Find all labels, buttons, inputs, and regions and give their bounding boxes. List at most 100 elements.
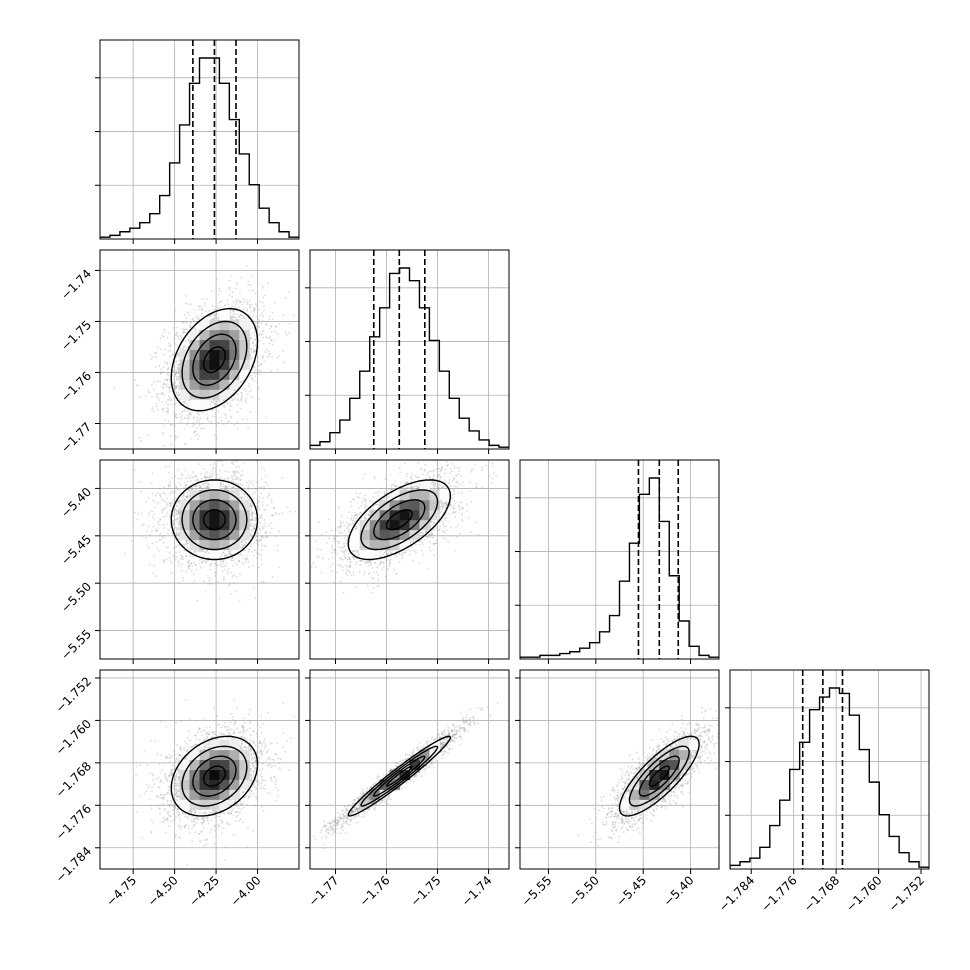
contour-line xyxy=(181,745,248,807)
contour-line xyxy=(170,479,259,561)
histogram-bar xyxy=(760,847,770,869)
contour-line xyxy=(347,479,452,561)
x-tick-label: −5.50 xyxy=(566,873,602,909)
histogram-bar xyxy=(780,800,790,869)
x-tick-label: −1.760 xyxy=(843,873,884,914)
histogram-bar xyxy=(740,862,750,869)
contour-line xyxy=(192,755,237,797)
y-tick-label: −1.77 xyxy=(58,420,94,456)
contour-line xyxy=(360,745,439,807)
x-tick-label: −4.50 xyxy=(145,873,181,909)
x-tick-label: −1.752 xyxy=(886,873,927,914)
histogram-bar xyxy=(849,715,859,869)
y-tick-label: −1.768 xyxy=(53,759,94,800)
histogram-outline xyxy=(310,267,509,449)
histogram-panel-3 xyxy=(730,670,929,869)
y-tick-label: −5.40 xyxy=(58,485,94,521)
histogram-bar xyxy=(150,214,160,239)
contour-line xyxy=(385,509,413,531)
histogram-bar xyxy=(590,643,600,659)
x-tick-label: −5.55 xyxy=(519,873,555,909)
contour-line xyxy=(373,499,426,541)
contour-line xyxy=(385,765,413,787)
x-tick-label: −1.784 xyxy=(716,873,757,914)
panel-frame xyxy=(309,669,510,870)
contour-line xyxy=(638,755,680,797)
histogram-bar xyxy=(580,648,590,659)
histogram-bar xyxy=(400,268,410,449)
histogram-bar xyxy=(410,281,420,449)
y-tick-label: −1.784 xyxy=(53,844,94,885)
histogram-bar xyxy=(340,420,350,449)
scatter-panel-3-0 xyxy=(100,670,299,869)
histogram-bar xyxy=(889,836,899,869)
contour-line xyxy=(181,320,248,399)
x-tick-label: −5.45 xyxy=(613,873,649,909)
histogram-bar xyxy=(130,228,140,239)
panel-frame xyxy=(99,669,300,870)
histogram-outline xyxy=(730,687,929,869)
panel-frame xyxy=(99,249,300,450)
contour-line xyxy=(192,499,237,541)
panel-frame xyxy=(519,669,720,870)
y-tick-label: −5.50 xyxy=(58,579,94,615)
histogram-bar xyxy=(620,581,630,659)
histogram-bar xyxy=(279,232,289,239)
histogram-bar xyxy=(200,58,210,239)
panel-frame xyxy=(99,39,300,240)
y-tick-label: −5.45 xyxy=(58,532,94,568)
histogram-bar xyxy=(899,853,909,869)
scatter-panel-2-0 xyxy=(100,460,299,659)
contour-line xyxy=(181,489,248,551)
contour-line xyxy=(373,755,426,797)
histogram-bar xyxy=(459,418,469,449)
y-tick-label: −1.760 xyxy=(53,717,94,758)
y-tick-label: −5.55 xyxy=(58,627,94,663)
histogram-bar xyxy=(570,652,580,659)
histogram-bar xyxy=(879,815,889,869)
histogram-bar xyxy=(380,308,390,449)
histogram-bar xyxy=(679,621,689,659)
histogram-bar xyxy=(479,440,489,449)
histogram-bar xyxy=(830,688,840,869)
density-cells xyxy=(179,309,250,410)
histogram-bar xyxy=(239,154,249,239)
x-tick-label: −1.74 xyxy=(459,873,495,909)
histogram-bar xyxy=(449,398,459,449)
contour-line xyxy=(170,735,259,817)
y-tick-label: −1.752 xyxy=(53,674,94,715)
histogram-bar xyxy=(120,232,130,239)
histogram-bar xyxy=(160,196,170,239)
histogram-bar xyxy=(839,693,849,869)
contour-line xyxy=(170,308,259,412)
panel-frame xyxy=(519,459,720,660)
y-tick-label: −1.76 xyxy=(58,369,94,405)
panel-frame xyxy=(309,459,510,660)
histogram-bar xyxy=(320,442,330,449)
histogram-bar xyxy=(219,83,229,239)
contour-line xyxy=(618,735,700,817)
x-tick-label: −4.75 xyxy=(103,873,139,909)
histogram-bar xyxy=(649,478,659,659)
contour-line xyxy=(360,489,439,551)
histogram-bar xyxy=(390,273,400,449)
histogram-bar xyxy=(269,223,279,239)
panel-frame xyxy=(729,669,930,870)
histogram-panel-1 xyxy=(310,250,509,449)
contour-line xyxy=(192,333,237,386)
histogram-panel-2 xyxy=(520,460,719,659)
histogram-bar xyxy=(259,208,269,239)
contour-line xyxy=(347,735,452,817)
histogram-bar xyxy=(439,371,449,449)
y-tick-label: −1.75 xyxy=(58,318,94,354)
panel-frame xyxy=(99,459,300,660)
scatter-panel-3-2 xyxy=(520,670,719,869)
scatter-panel-3-1 xyxy=(310,670,509,869)
histogram-bar xyxy=(360,371,370,449)
x-tick-label: −4.00 xyxy=(228,873,264,909)
histogram-outline xyxy=(100,57,299,239)
contour-line xyxy=(628,745,690,807)
contour-line xyxy=(202,346,226,374)
y-tick-label: −1.776 xyxy=(53,802,94,843)
histogram-bar xyxy=(859,750,869,869)
